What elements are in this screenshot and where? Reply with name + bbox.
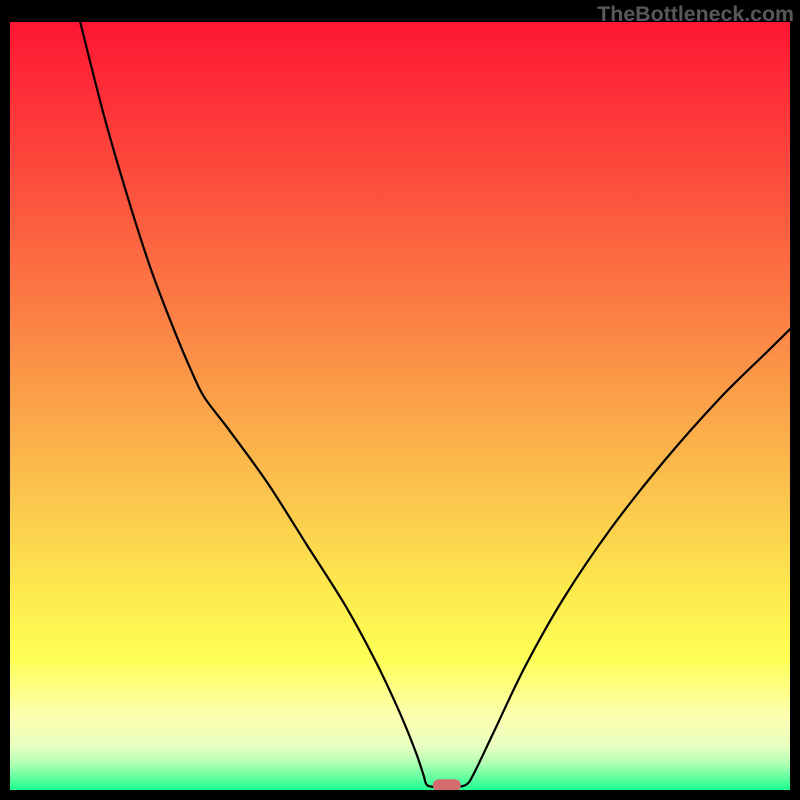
- plot-background-gradient: [10, 22, 790, 790]
- chart-svg: [0, 0, 800, 800]
- chart-stage: TheBottleneck.com: [0, 0, 800, 800]
- attribution-label: TheBottleneck.com: [597, 2, 794, 27]
- optimum-marker: [433, 779, 461, 791]
